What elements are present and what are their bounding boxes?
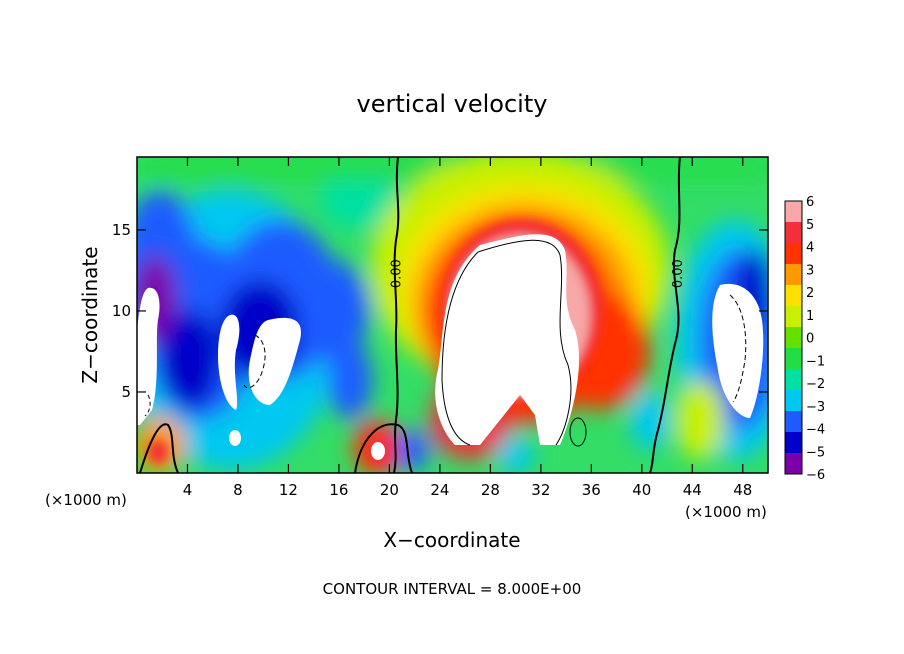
colorbar-swatch <box>785 222 802 243</box>
colorbar-swatch <box>785 411 802 432</box>
contour-label: 0.00 <box>390 259 405 288</box>
y-tick-label: 10 <box>112 302 131 320</box>
colorbar-swatch <box>785 432 802 453</box>
x-tick-label: 20 <box>380 481 399 499</box>
chart-title: vertical velocity <box>357 90 548 118</box>
y-tick-label: 15 <box>112 221 131 239</box>
colorbar-swatch <box>785 453 802 474</box>
x-tick-label: 44 <box>683 481 702 499</box>
x-tick-label: 16 <box>329 481 348 499</box>
plot-frame <box>136 156 769 474</box>
contour-label: 0.00 <box>671 259 686 288</box>
colorbar-swatch <box>785 348 802 369</box>
colorbar-label: −2 <box>806 377 825 392</box>
colorbar-swatch <box>785 285 802 306</box>
colorbar-label: −6 <box>806 468 825 483</box>
clipped-regions <box>137 234 764 460</box>
colorbar-swatch <box>785 243 802 264</box>
y-tick-label: 5 <box>121 383 131 401</box>
colorbar-label: 3 <box>806 263 814 278</box>
colorbar-frame <box>784 200 803 475</box>
x-tick-label: 40 <box>632 481 651 499</box>
colorbar-label: −3 <box>806 400 825 415</box>
colorbar-swatch <box>785 327 802 348</box>
x-axis-label: X−coordinate <box>383 528 520 552</box>
colorbar-swatch <box>785 390 802 411</box>
colorbar-label: −5 <box>806 445 825 460</box>
colorbar-label: 4 <box>806 241 814 256</box>
x-tick-label: 24 <box>430 481 449 499</box>
contour-lines <box>139 157 747 473</box>
colorbar-swatch <box>785 201 802 222</box>
y-axis-label: Z−coordinate <box>78 246 102 383</box>
colorbar-swatch <box>785 306 802 327</box>
x-axis: 4 8 12 16 20 24 28 32 36 40 44 48 <box>183 157 752 499</box>
x-tick-label: 36 <box>582 481 601 499</box>
x-tick-label: 32 <box>531 481 550 499</box>
colorbar-label: 6 <box>806 195 814 210</box>
x-tick-label: 28 <box>481 481 500 499</box>
contour-interval-note: CONTOUR INTERVAL = 8.000E+00 <box>323 580 582 598</box>
colorbar-label: 1 <box>806 309 814 324</box>
x-tick-label: 12 <box>279 481 298 499</box>
x-tick-label: 4 <box>183 481 193 499</box>
colorbar-label: −1 <box>806 354 825 369</box>
x-tick-label: 48 <box>733 481 752 499</box>
colorbar-swatch <box>785 369 802 390</box>
y-axis: 5 10 15 <box>112 221 768 401</box>
x-tick-label: 8 <box>233 481 243 499</box>
colorbar-label: 0 <box>806 332 814 347</box>
colorbar-label: −4 <box>806 423 825 438</box>
colorbar-swatch <box>785 264 802 285</box>
colorbar-label: 5 <box>806 218 814 233</box>
x-unit-label-left: (×1000 m) <box>45 491 127 509</box>
colorbar: 6 5 4 3 2 1 0 −1 −2 −3 −4 −5 −6 <box>784 195 825 483</box>
colorbar-label: 2 <box>806 286 814 301</box>
heatmap-field <box>137 157 768 473</box>
x-unit-label-right: (×1000 m) <box>685 503 767 521</box>
